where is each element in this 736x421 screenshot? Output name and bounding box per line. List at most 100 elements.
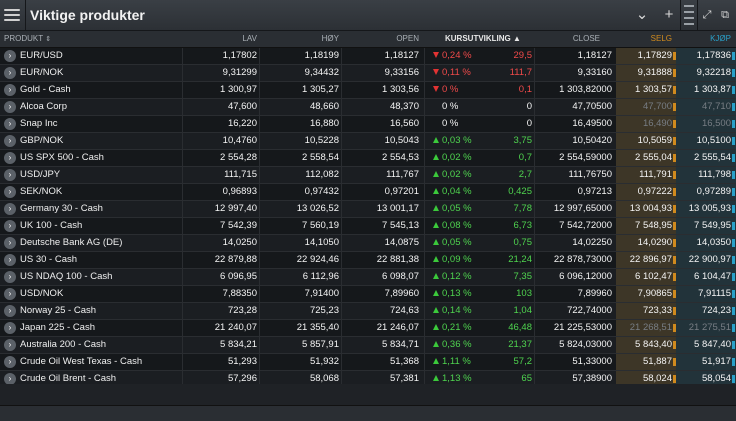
product-name[interactable]: USD/NOK (20, 288, 64, 299)
expand-row-icon[interactable]: › (4, 271, 16, 283)
buy-price[interactable]: 2 555,54 (694, 152, 731, 163)
buy-price[interactable]: 16,500 (701, 118, 731, 129)
sell-price[interactable]: 21 268,51 (629, 322, 672, 333)
header-close[interactable]: CLOSE (572, 34, 600, 43)
expand-row-icon[interactable]: › (4, 288, 16, 300)
buy-price[interactable]: 0,97289 (696, 186, 731, 197)
popout-icon[interactable]: ⧉ (721, 9, 729, 21)
product-name[interactable]: USD/JPY (20, 169, 61, 180)
buy-price[interactable]: 13 005,93 (688, 203, 731, 214)
header-kursutvikling[interactable]: KURSUTVIKLING ▲ (445, 34, 521, 43)
table-row[interactable]: › SEK/NOK 0,96893 0,97432 0,97201 0,04 %… (0, 184, 736, 201)
sell-price[interactable]: 6 102,47 (635, 271, 672, 282)
header-kjop[interactable]: KJØP (710, 34, 731, 43)
buy-price[interactable]: 22 900,97 (688, 254, 731, 265)
sell-price[interactable]: 1 303,57 (635, 84, 672, 95)
product-name[interactable]: Germany 30 - Cash (20, 203, 103, 214)
sell-price[interactable]: 9,31888 (637, 67, 672, 78)
table-row[interactable]: › US SPX 500 - Cash 2 554,28 2 558,54 2 … (0, 150, 736, 167)
buy-price[interactable]: 5 847,40 (694, 339, 731, 350)
sell-price[interactable]: 5 843,40 (635, 339, 672, 350)
table-row[interactable]: › Alcoa Corp 47,600 48,660 48,370 0 % 0 … (0, 99, 736, 116)
buy-price[interactable]: 14,0350 (696, 237, 731, 248)
sell-price[interactable]: 10,5059 (637, 135, 672, 146)
expand-row-icon[interactable]: › (4, 305, 16, 317)
expand-row-icon[interactable]: › (4, 118, 16, 130)
table-row[interactable]: › Deutsche Bank AG (DE) 14,0250 14,1050 … (0, 235, 736, 252)
expand-row-icon[interactable]: › (4, 237, 16, 249)
expand-row-icon[interactable]: › (4, 67, 16, 79)
sell-price[interactable]: 22 896,97 (629, 254, 672, 265)
product-name[interactable]: Australia 200 - Cash (20, 339, 107, 350)
sell-price[interactable]: 58,024 (642, 373, 672, 384)
buy-price[interactable]: 6 104,47 (694, 271, 731, 282)
table-row[interactable]: › USD/JPY 111,715 112,082 111,767 0,02 %… (0, 167, 736, 184)
product-name[interactable]: EUR/USD (20, 50, 63, 61)
header-hoy[interactable]: HØY (321, 34, 339, 43)
buy-price[interactable]: 58,054 (701, 373, 731, 384)
product-name[interactable]: Snap Inc (20, 118, 58, 129)
table-row[interactable]: › Japan 225 - Cash 21 240,07 21 355,40 2… (0, 320, 736, 337)
product-name[interactable]: GBP/NOK (20, 135, 64, 146)
product-name[interactable]: Gold - Cash (20, 84, 71, 95)
header-produkt[interactable]: PRODUKT ⇕ (4, 34, 52, 43)
buy-price[interactable]: 7 549,95 (694, 220, 731, 231)
sell-price[interactable]: 16,490 (642, 118, 672, 129)
buy-price[interactable]: 21 275,51 (688, 322, 731, 333)
product-name[interactable]: Norway 25 - Cash (20, 305, 97, 316)
table-row[interactable]: › Norway 25 - Cash 723,28 725,23 724,63 … (0, 303, 736, 320)
product-name[interactable]: Crude Oil West Texas - Cash (20, 356, 143, 367)
buy-price[interactable]: 7,91115 (698, 288, 731, 299)
add-icon[interactable]: + (664, 6, 674, 23)
buy-price[interactable]: 51,917 (701, 356, 731, 367)
sell-price[interactable]: 1,17829 (637, 50, 672, 61)
table-row[interactable]: › UK 100 - Cash 7 542,39 7 560,19 7 545,… (0, 218, 736, 235)
sell-price[interactable]: 7 548,95 (635, 220, 672, 231)
table-row[interactable]: › Germany 30 - Cash 12 997,40 13 026,52 … (0, 201, 736, 218)
sell-price[interactable]: 723,33 (642, 305, 672, 316)
expand-row-icon[interactable]: › (4, 152, 16, 164)
table-row[interactable]: › USD/NOK 7,88350 7,91400 7,89960 0,13 %… (0, 286, 736, 303)
header-lav[interactable]: LAV (242, 34, 257, 43)
expand-icon[interactable]: ⤢ (702, 9, 712, 21)
product-name[interactable]: UK 100 - Cash (20, 220, 83, 231)
buy-price[interactable]: 9,32218 (696, 67, 731, 78)
expand-row-icon[interactable]: › (4, 356, 16, 368)
sell-price[interactable]: 13 004,93 (629, 203, 672, 214)
product-name[interactable]: US 30 - Cash (20, 254, 78, 265)
sell-price[interactable]: 51,887 (642, 356, 672, 367)
sell-price[interactable]: 111,791 (639, 169, 672, 180)
table-row[interactable]: › GBP/NOK 10,4760 10,5228 10,5043 0,03 %… (0, 133, 736, 150)
table-row[interactable]: › EUR/USD 1,17802 1,18199 1,18127 0,24 %… (0, 48, 736, 65)
table-row[interactable]: › Gold - Cash 1 300,97 1 305,27 1 303,56… (0, 82, 736, 99)
expand-row-icon[interactable]: › (4, 373, 16, 385)
product-name[interactable]: US NDAQ 100 - Cash (20, 271, 113, 282)
table-row[interactable]: › US NDAQ 100 - Cash 6 096,95 6 112,96 6… (0, 269, 736, 286)
product-name[interactable]: Crude Oil Brent - Cash (20, 373, 117, 384)
expand-row-icon[interactable]: › (4, 101, 16, 113)
expand-row-icon[interactable]: › (4, 50, 16, 62)
product-name[interactable]: US SPX 500 - Cash (20, 152, 104, 163)
expand-row-icon[interactable]: › (4, 203, 16, 215)
sell-price[interactable]: 14,0290 (637, 237, 672, 248)
chevron-down-icon[interactable]: ⌄ (635, 6, 649, 23)
expand-row-icon[interactable]: › (4, 84, 16, 96)
product-name[interactable]: Japan 225 - Cash (20, 322, 95, 333)
expand-row-icon[interactable]: › (4, 220, 16, 232)
table-row[interactable]: › Australia 200 - Cash 5 834,21 5 857,91… (0, 337, 736, 354)
sell-price[interactable]: 7,90865 (637, 288, 672, 299)
hamburger-menu-icon[interactable] (4, 5, 20, 25)
buy-price[interactable]: 724,23 (701, 305, 731, 316)
buy-price[interactable]: 1,17836 (696, 50, 731, 61)
expand-row-icon[interactable]: › (4, 135, 16, 147)
expand-row-icon[interactable]: › (4, 339, 16, 351)
buy-price[interactable]: 47,710 (701, 101, 731, 112)
table-row[interactable]: › EUR/NOK 9,31299 9,34432 9,33156 0,11 %… (0, 65, 736, 82)
table-row[interactable]: › Crude Oil West Texas - Cash 51,293 51,… (0, 354, 736, 371)
buy-price[interactable]: 111,798 (698, 169, 731, 180)
product-name[interactable]: Alcoa Corp (20, 101, 67, 112)
product-name[interactable]: Deutsche Bank AG (DE) (20, 237, 123, 248)
expand-row-icon[interactable]: › (4, 322, 16, 334)
header-open[interactable]: OPEN (396, 34, 419, 43)
buy-price[interactable]: 10,5100 (696, 135, 731, 146)
